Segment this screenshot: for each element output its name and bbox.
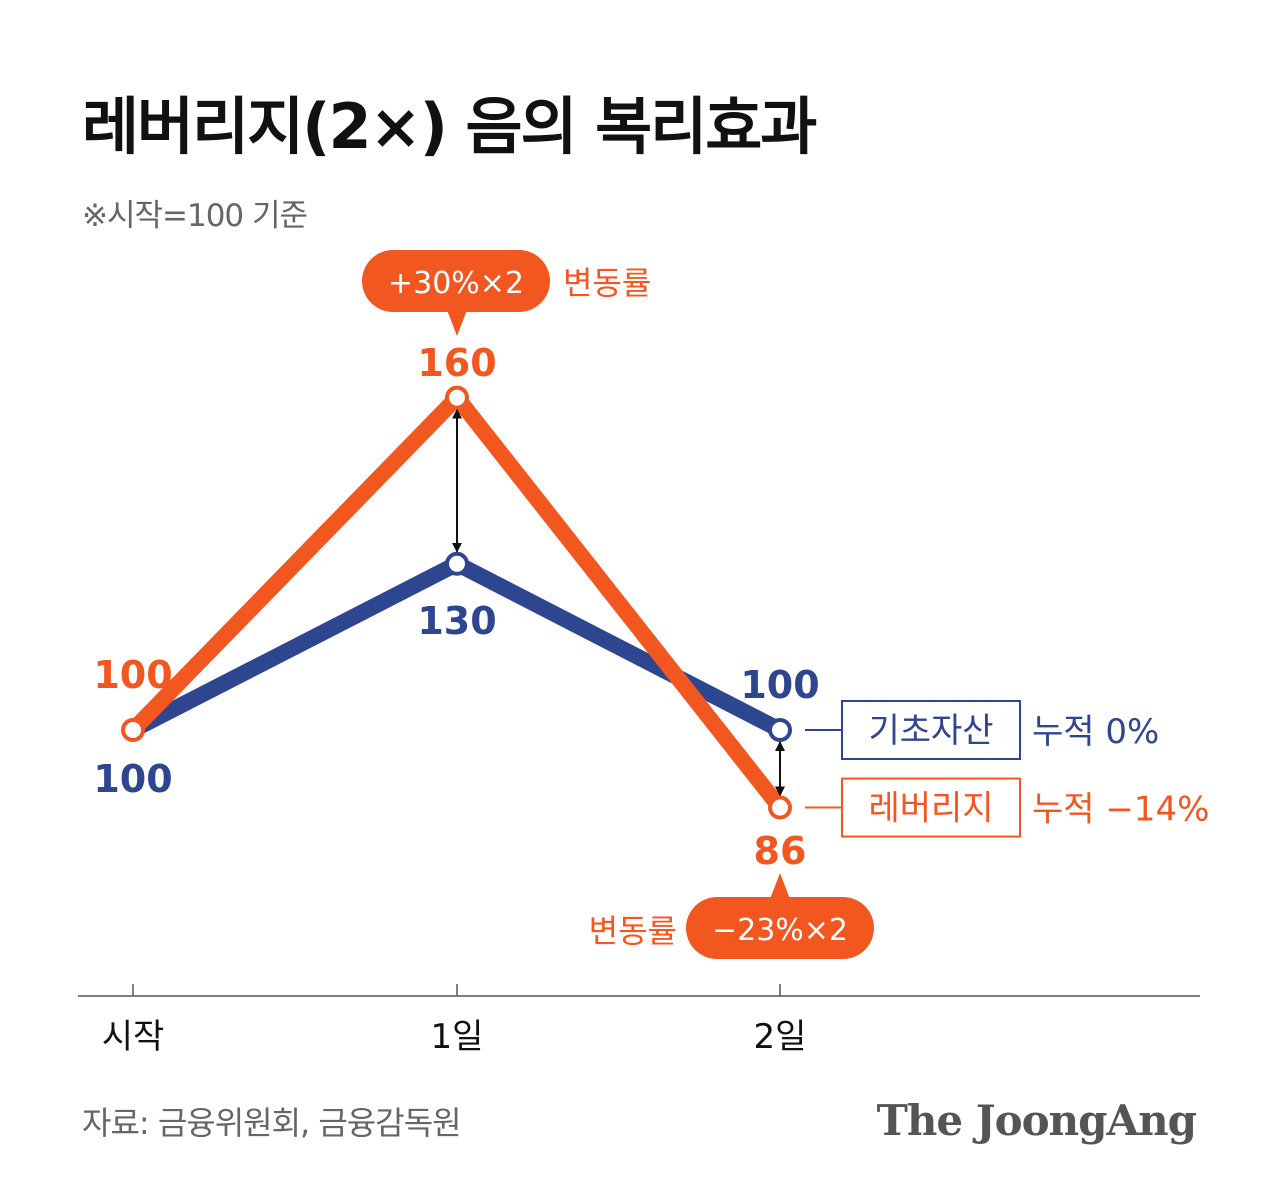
data-label-base: 130: [417, 599, 496, 643]
data-label-base: 100: [93, 757, 172, 801]
data-label-leverage: 100: [93, 653, 172, 697]
change-rate-bubble-text: −23%×2: [712, 913, 848, 948]
x-tick-label: 2일: [754, 1017, 807, 1057]
data-point-leverage: [768, 795, 792, 820]
legend-leverage-box: [841, 777, 1021, 838]
data-label-leverage: 160: [417, 341, 496, 385]
x-tick-label: 시작: [102, 1017, 165, 1057]
bubble-pointer: [447, 310, 467, 336]
chart-subtitle: ※시작=100 기준: [82, 198, 308, 234]
legend-base-note: 누적 0%: [1032, 712, 1159, 752]
change-rate-bubble: [686, 897, 874, 959]
source-note: 자료: 금융위원회, 금융감독원: [82, 1104, 462, 1142]
legend-leverage-label: 레버리지: [868, 789, 993, 829]
series-line-base: [125, 555, 788, 738]
change-rate-bubble: [362, 250, 550, 312]
legend-base-label: 기초자산: [868, 711, 993, 751]
bubble-pointer: [770, 873, 790, 899]
change-rate-label: 변동률: [589, 912, 677, 950]
legend-base-box: [841, 700, 1021, 760]
change-rate-bubble-text: +30%×2: [388, 266, 524, 301]
data-point-base: [768, 718, 792, 742]
data-point-leverage: [121, 718, 145, 742]
data-label-leverage: 86: [754, 829, 807, 873]
publisher-logo: The JoongAng: [876, 1096, 1197, 1145]
change-rate-label: 변동률: [563, 264, 651, 302]
page-title: 레버리지(2×) 음의 복리효과: [82, 90, 817, 163]
x-tick-label: 1일: [431, 1017, 484, 1057]
data-point-leverage: [445, 385, 469, 410]
legend-leverage-note: 누적 −14%: [1032, 790, 1209, 830]
data-point-base: [445, 551, 469, 576]
data-label-base: 100: [740, 663, 819, 707]
